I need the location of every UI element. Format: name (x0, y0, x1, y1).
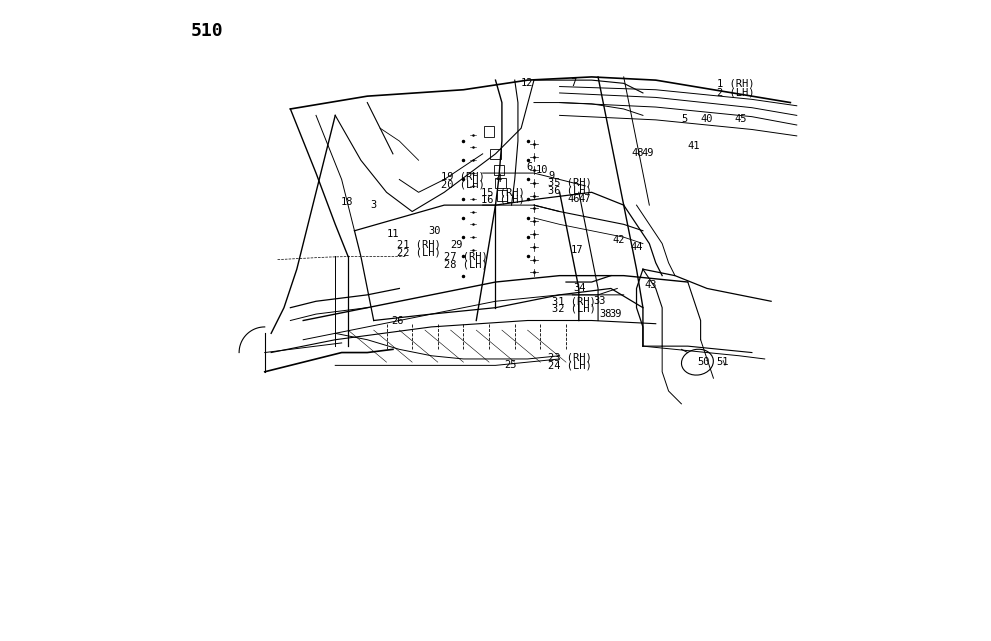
Text: 40: 40 (701, 113, 714, 124)
Text: 42: 42 (612, 235, 624, 246)
Text: 16 (LH): 16 (LH) (482, 195, 525, 205)
Text: 50: 50 (698, 357, 710, 367)
Text: 33: 33 (594, 296, 606, 306)
Text: 19 (RH): 19 (RH) (441, 171, 485, 181)
Text: 32 (LH): 32 (LH) (552, 304, 596, 314)
Text: 47: 47 (579, 194, 592, 204)
Text: 34: 34 (574, 283, 587, 294)
Text: 51: 51 (716, 357, 729, 367)
Text: 36 (LH): 36 (LH) (548, 185, 592, 196)
Text: 23 (RH): 23 (RH) (548, 353, 592, 363)
Text: 4: 4 (496, 174, 501, 185)
Text: 21 (RH): 21 (RH) (397, 240, 441, 250)
Text: 18: 18 (340, 197, 353, 207)
Bar (496, 190, 507, 201)
Text: 41: 41 (688, 141, 701, 151)
Text: 3: 3 (371, 200, 377, 210)
Bar (491, 149, 500, 159)
Text: 6: 6 (526, 162, 532, 172)
Text: 25: 25 (503, 360, 516, 370)
Text: 48: 48 (631, 147, 644, 158)
Text: 30: 30 (428, 226, 441, 236)
Text: 22 (LH): 22 (LH) (397, 247, 441, 258)
Text: 43: 43 (644, 280, 657, 290)
Text: 5: 5 (682, 113, 688, 124)
Text: 510: 510 (191, 22, 224, 40)
Text: 35 (RH): 35 (RH) (548, 178, 592, 188)
Text: 46: 46 (568, 194, 581, 204)
Text: 11: 11 (386, 229, 399, 239)
Text: 26: 26 (391, 315, 404, 326)
Text: 39: 39 (609, 309, 622, 319)
Text: 17: 17 (571, 245, 584, 255)
Text: 44: 44 (630, 242, 642, 252)
Text: 12: 12 (521, 78, 533, 88)
Text: 1 (RH): 1 (RH) (716, 78, 754, 88)
Text: 24 (LH): 24 (LH) (548, 360, 592, 370)
Text: 10: 10 (535, 165, 548, 175)
Text: 28 (LH): 28 (LH) (444, 259, 488, 269)
Text: 29: 29 (451, 240, 463, 250)
Text: 27 (RH): 27 (RH) (444, 251, 488, 262)
Text: 2 (LH): 2 (LH) (716, 88, 754, 98)
Text: 7: 7 (571, 78, 577, 88)
Text: 20 (LH): 20 (LH) (441, 179, 485, 190)
Bar (484, 126, 495, 137)
Text: 31 (RH): 31 (RH) (552, 296, 596, 306)
Text: 49: 49 (641, 147, 654, 158)
Bar (494, 165, 503, 175)
Text: 45: 45 (734, 113, 746, 124)
Text: 38: 38 (600, 309, 611, 319)
Text: 9: 9 (548, 171, 554, 181)
Bar (496, 178, 505, 188)
Text: 15 (RH): 15 (RH) (482, 187, 525, 197)
